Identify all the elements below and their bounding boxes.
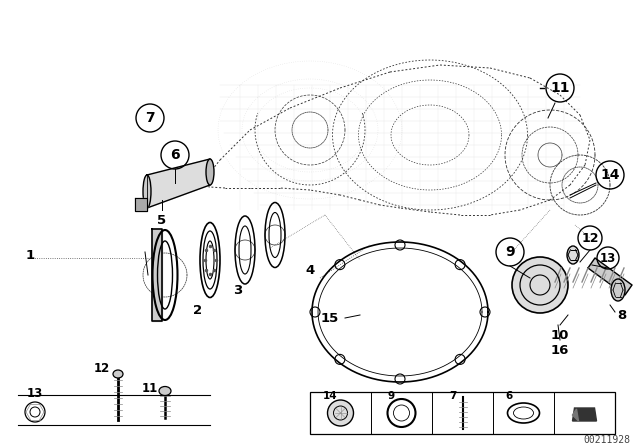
Text: 13: 13 (600, 251, 616, 264)
Text: 14: 14 (600, 168, 620, 182)
Polygon shape (573, 408, 596, 421)
Text: 9: 9 (388, 391, 395, 401)
Text: 12: 12 (94, 362, 110, 375)
Text: 12: 12 (581, 232, 599, 245)
Text: 6: 6 (170, 148, 180, 162)
Ellipse shape (206, 159, 214, 185)
Text: 7: 7 (449, 391, 456, 401)
Polygon shape (135, 198, 147, 211)
Ellipse shape (143, 175, 151, 208)
Text: 8: 8 (618, 309, 627, 322)
Text: 11: 11 (142, 382, 158, 395)
Text: 5: 5 (157, 214, 166, 227)
Polygon shape (588, 258, 632, 295)
Text: 2: 2 (193, 303, 203, 316)
Polygon shape (573, 409, 579, 421)
Text: 1: 1 (26, 249, 35, 262)
Text: 13: 13 (27, 387, 43, 400)
Text: 00211928: 00211928 (583, 435, 630, 445)
Text: 15: 15 (321, 311, 339, 324)
Text: 16: 16 (551, 344, 569, 357)
Bar (310, 392, 615, 434)
Polygon shape (152, 229, 162, 321)
Ellipse shape (113, 370, 123, 378)
Text: 3: 3 (234, 284, 243, 297)
Ellipse shape (611, 279, 625, 301)
Text: 11: 11 (550, 81, 570, 95)
Ellipse shape (567, 246, 579, 264)
Text: 4: 4 (305, 263, 315, 276)
Polygon shape (147, 159, 210, 208)
Text: 6: 6 (505, 391, 512, 401)
Circle shape (328, 400, 353, 426)
Text: 14: 14 (323, 391, 338, 401)
Circle shape (512, 257, 568, 313)
Text: 7: 7 (145, 111, 155, 125)
Text: 10: 10 (551, 328, 569, 341)
Text: 9: 9 (505, 245, 515, 259)
Ellipse shape (159, 387, 171, 396)
